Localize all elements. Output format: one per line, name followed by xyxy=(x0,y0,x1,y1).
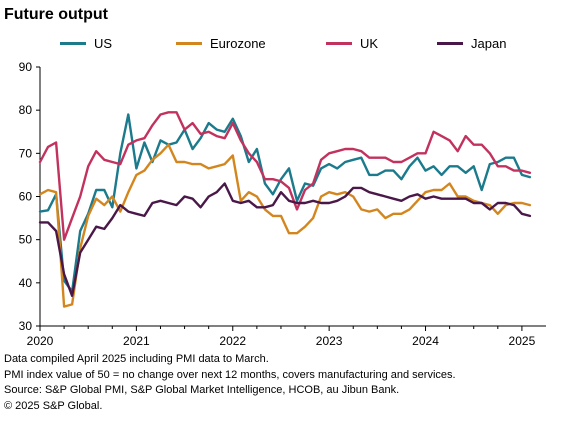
x-tick-label: 2023 xyxy=(316,334,343,348)
series-line-japan xyxy=(38,182,532,297)
note-data-compiled: Data compiled April 2025 including PMI d… xyxy=(4,353,269,365)
legend-swatch-uk xyxy=(326,42,352,45)
x-tick-label: 2025 xyxy=(509,334,536,348)
legend-swatch-us xyxy=(60,42,86,45)
note-source: Source: S&P Global PMI, S&P Global Marke… xyxy=(4,384,400,397)
y-tick-label: 40 xyxy=(19,276,33,290)
y-tick-label: 70 xyxy=(19,146,33,160)
series-line-us xyxy=(38,113,532,293)
chart-notes: Data compiled April 2025 including PMI d… xyxy=(4,352,456,414)
legend-item-eurozone: Eurozone xyxy=(176,36,266,51)
x-tick-label: 2024 xyxy=(412,334,439,348)
note-copyright: © 2025 S&P Global. xyxy=(4,399,103,412)
legend-item-japan: Japan xyxy=(437,36,506,51)
x-tick-label: 2021 xyxy=(123,334,150,348)
legend-label-us: US xyxy=(94,36,113,51)
chart-title: Future output xyxy=(4,6,108,23)
y-tick-label: 30 xyxy=(19,319,33,333)
series-line-eurozone xyxy=(38,143,532,308)
chart-legend: US Eurozone UK Japan xyxy=(0,36,567,54)
x-tick-label: 2020 xyxy=(27,334,54,348)
y-tick-label: 80 xyxy=(19,103,33,117)
legend-label-uk: UK xyxy=(360,36,379,51)
legend-item-uk: UK xyxy=(326,36,378,51)
legend-label-japan: Japan xyxy=(471,36,507,51)
x-tick-label: 2022 xyxy=(219,334,246,348)
legend-swatch-eurozone xyxy=(176,42,202,45)
note-pmi-definition: PMI index value of 50 = no change over n… xyxy=(4,368,456,381)
y-tick-label: 90 xyxy=(19,60,33,74)
legend-label-eurozone: Eurozone xyxy=(210,36,266,51)
legend-item-us: US xyxy=(60,36,112,51)
line-chart: 30 40 50 60 70 80 90 2020 2021 2022 2023 2024 2025 xyxy=(19,60,546,348)
legend-swatch-japan xyxy=(437,42,463,45)
y-tick-label: 60 xyxy=(19,190,33,204)
series-line-uk xyxy=(38,111,532,241)
y-tick-label: 50 xyxy=(19,233,33,247)
